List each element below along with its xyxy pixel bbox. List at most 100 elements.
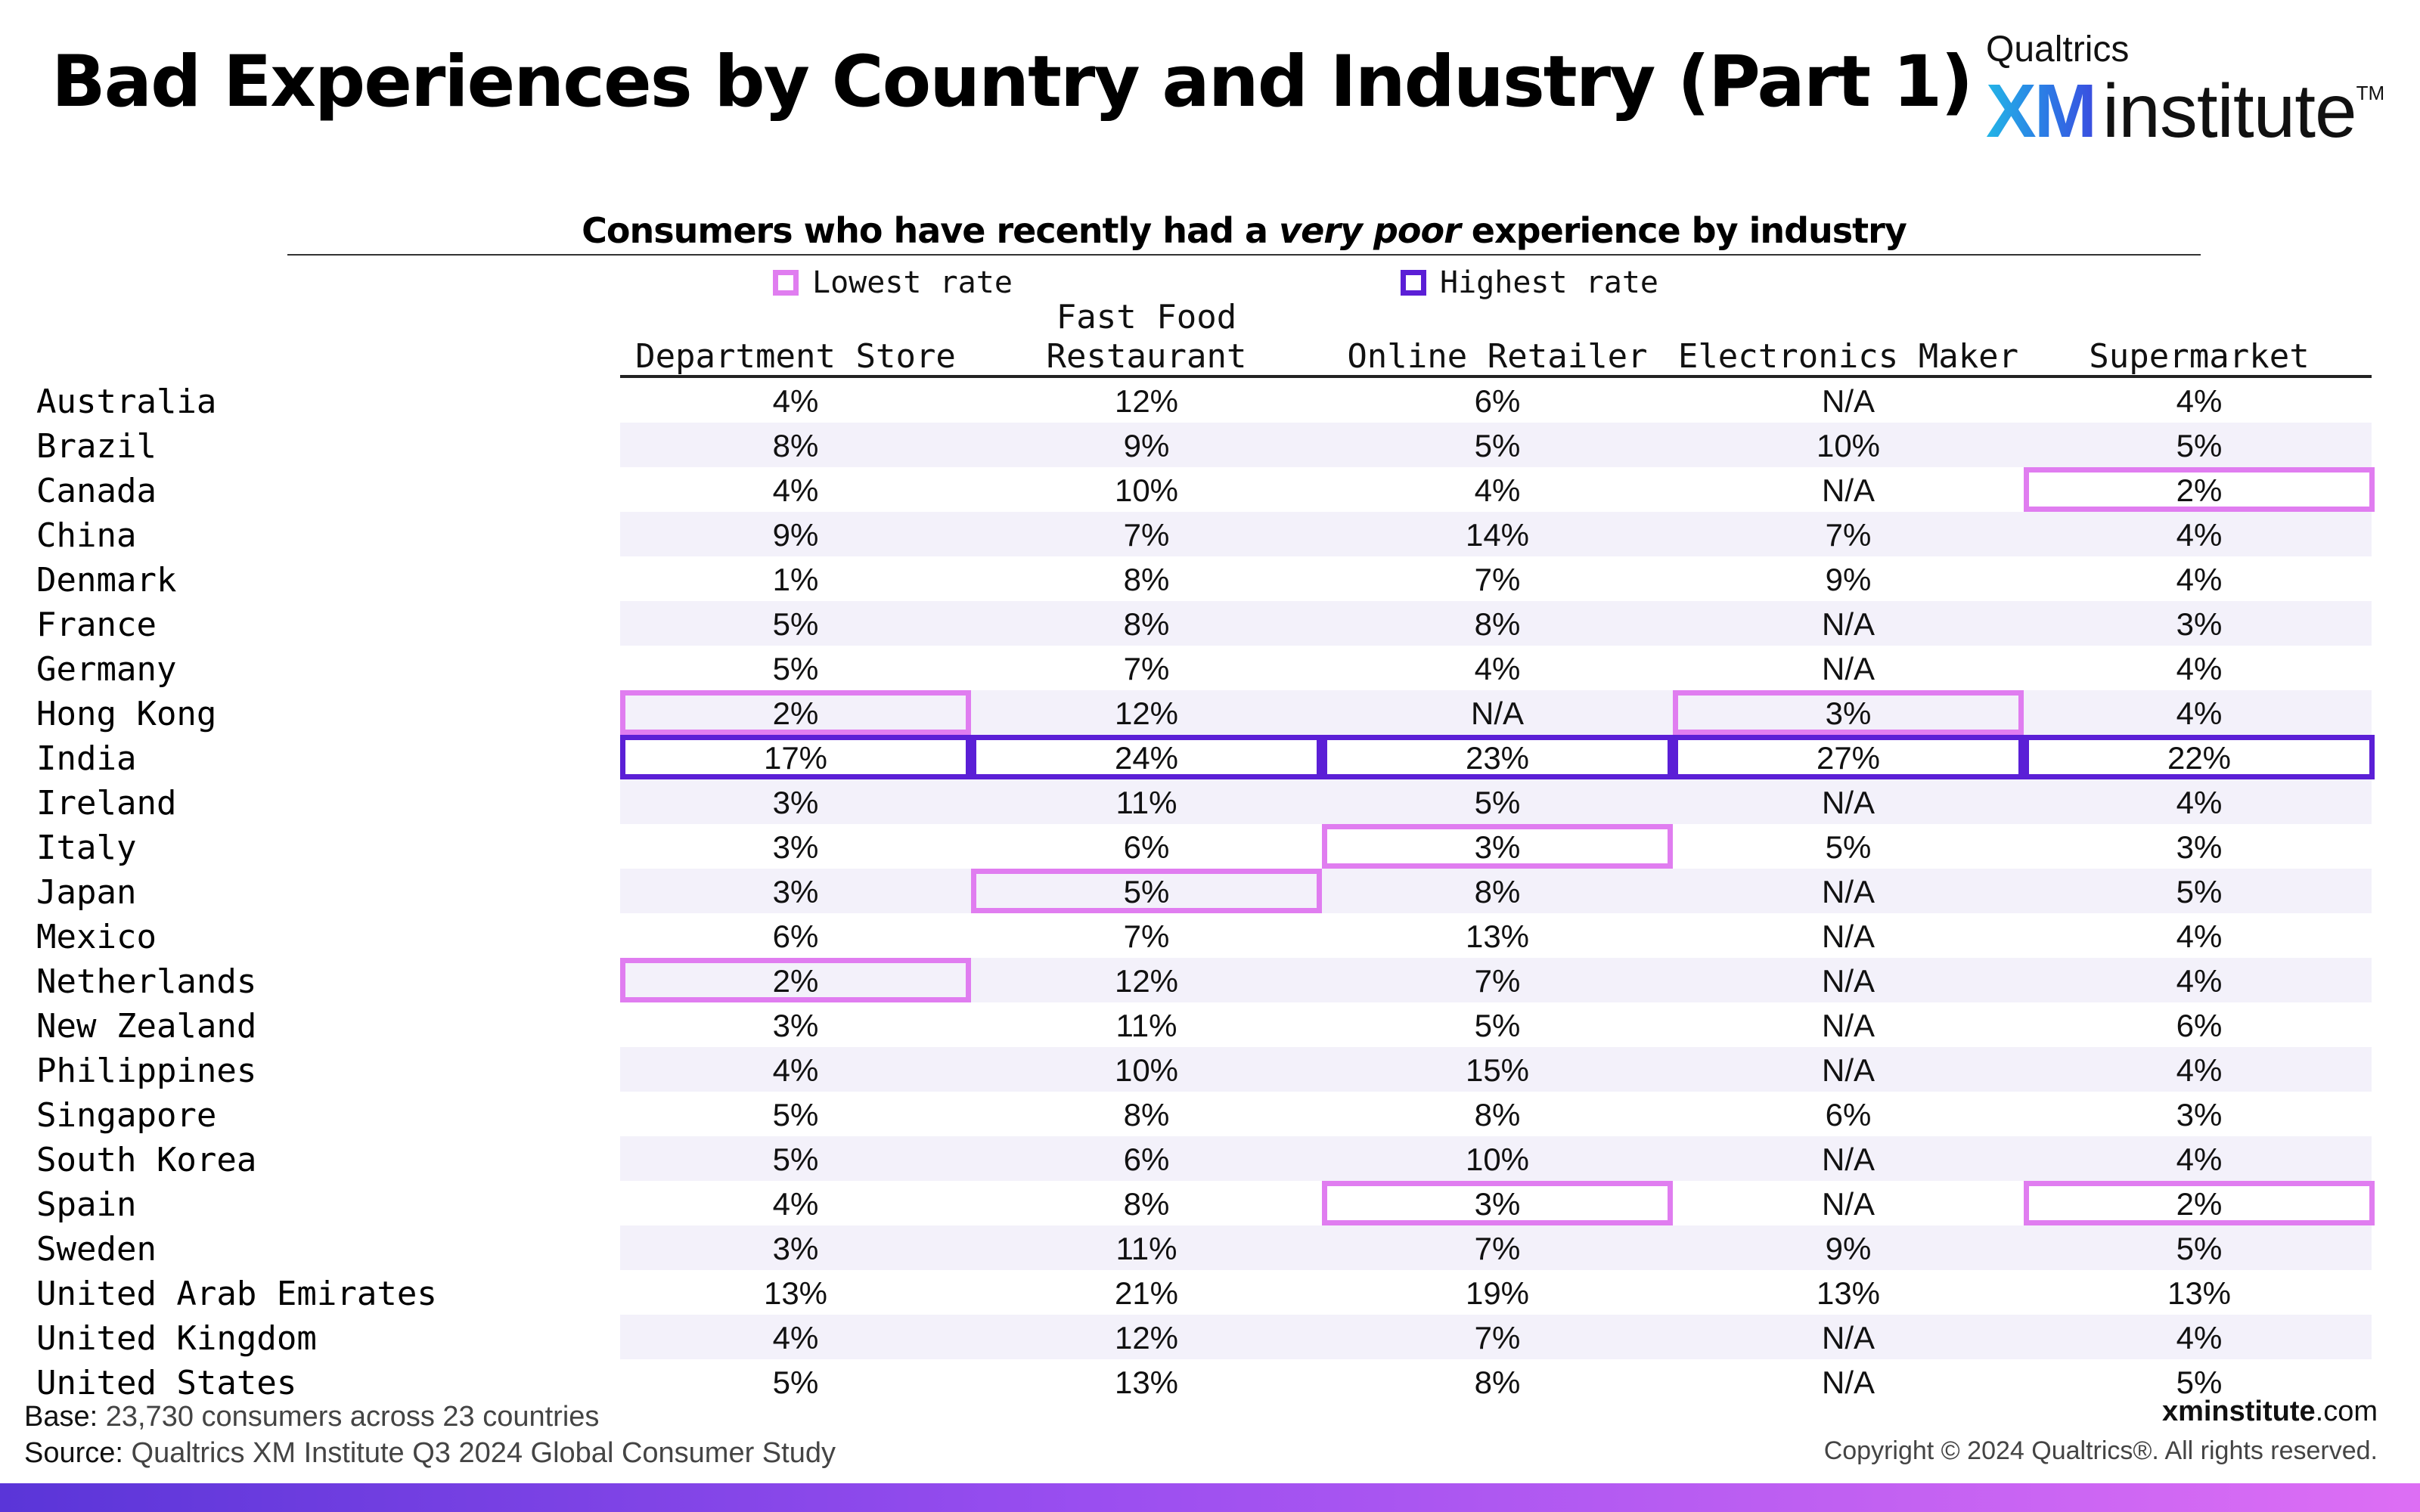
value-cell: 5% xyxy=(772,606,819,642)
value-cell: 4% xyxy=(2176,919,2223,954)
legend-highest-swatch-icon xyxy=(1401,270,1426,296)
table-row: Italy 3% 6% 3% 5% 3% xyxy=(0,824,2420,869)
value-cell: 5% xyxy=(772,1097,819,1132)
country-label: France xyxy=(36,606,157,644)
table-row: United States 5% 13% 8% N/A 5% xyxy=(0,1359,2420,1404)
value-cell: 13% xyxy=(763,1275,828,1311)
value-cell: 13% xyxy=(1816,1275,1881,1311)
table-row: Brazil 8% 9% 5% 10% 5% xyxy=(0,423,2420,467)
xm-institute-logo: Qualtrics XM instituteTM xyxy=(1986,29,2394,153)
value-cell: 4% xyxy=(772,1320,819,1356)
value-cell: 8% xyxy=(1474,606,1521,642)
country-label: Australia xyxy=(36,383,217,421)
value-cell: 5% xyxy=(2176,874,2223,909)
value-cell: 4% xyxy=(2176,785,2223,820)
value-cell-highest: 17% xyxy=(620,735,971,779)
value-cell: 12% xyxy=(1114,383,1179,419)
value-cell: 10% xyxy=(1816,428,1881,463)
value-cell: 5% xyxy=(1474,785,1521,820)
value-cell: N/A xyxy=(1821,1008,1875,1043)
legend-lowest-swatch-icon xyxy=(773,270,799,296)
value-cell: 4% xyxy=(2176,1142,2223,1177)
country-label: Hong Kong xyxy=(36,695,217,733)
value-cell: 8% xyxy=(1123,1186,1170,1222)
column-header: Fast Food Restaurant xyxy=(971,292,1322,376)
table-row: South Korea 5% 6% 10% N/A 4% xyxy=(0,1136,2420,1181)
value-cell: 8% xyxy=(1474,1365,1521,1400)
bottom-gradient-bar xyxy=(0,1483,2420,1512)
value-cell: N/A xyxy=(1821,785,1875,820)
value-cell-lowest: 3% xyxy=(1322,1181,1673,1225)
value-cell: 11% xyxy=(1115,1008,1177,1043)
country-label: Germany xyxy=(36,650,177,689)
country-label: United Kingdom xyxy=(36,1319,317,1358)
country-label: Brazil xyxy=(36,427,157,466)
country-label: South Korea xyxy=(36,1141,257,1179)
value-cell-highest: 27% xyxy=(1673,735,2024,779)
column-header: Online Retailer xyxy=(1322,292,1673,376)
row-stripe xyxy=(620,1315,2372,1359)
value-cell: 13% xyxy=(2167,1275,2232,1311)
logo-brand-text: Qualtrics xyxy=(1986,29,2130,70)
country-label: Philippines xyxy=(36,1052,257,1090)
value-cell-lowest: 5% xyxy=(971,869,1322,913)
page-title: Bad Experiences by Country and Industry … xyxy=(51,41,1973,123)
table-row: India 17% 24% 23% 27% 22% xyxy=(0,735,2420,779)
footer-site-bold: xminstitute xyxy=(2161,1396,2316,1427)
value-cell: 4% xyxy=(2176,517,2223,553)
value-cell: 4% xyxy=(2176,1052,2223,1088)
value-cell: 4% xyxy=(1474,651,1521,686)
footer-notes: Base: 23,730 consumers across 23 countri… xyxy=(24,1399,836,1471)
value-cell: N/A xyxy=(1470,696,1524,731)
value-cell: 7% xyxy=(1474,963,1521,999)
footer-copyright: Copyright © 2024 Qualtrics®. All rights … xyxy=(1823,1436,2378,1465)
value-cell-lowest: 2% xyxy=(2024,467,2375,512)
footer-source-label: Source: xyxy=(24,1437,123,1469)
value-cell: 12% xyxy=(1114,696,1179,731)
value-cell: 8% xyxy=(1123,562,1170,597)
row-stripe xyxy=(620,869,2372,913)
value-cell: 4% xyxy=(772,383,819,419)
table-row: Japan 3% 5% 8% N/A 5% xyxy=(0,869,2420,913)
legend-lowest: Lowest rate xyxy=(773,265,1013,301)
column-header-line: Online Retailer xyxy=(1347,337,1648,376)
value-cell: N/A xyxy=(1821,874,1875,909)
value-cell: 4% xyxy=(2176,1320,2223,1356)
footer-source: Source: Qualtrics XM Institute Q3 2024 G… xyxy=(24,1435,836,1471)
value-cell: 5% xyxy=(1474,1008,1521,1043)
country-label: United Arab Emirates xyxy=(36,1275,437,1313)
table-row: Mexico 6% 7% 13% N/A 4% xyxy=(0,913,2420,958)
value-cell: 4% xyxy=(1474,472,1521,508)
value-cell-lowest: 3% xyxy=(1673,690,2024,735)
row-stripe xyxy=(620,779,2372,824)
value-cell: 12% xyxy=(1114,1320,1179,1356)
value-cell: 7% xyxy=(1123,919,1170,954)
value-cell: 14% xyxy=(1465,517,1530,553)
value-cell: 8% xyxy=(1123,606,1170,642)
country-label: Spain xyxy=(36,1185,137,1224)
row-stripe xyxy=(620,512,2372,556)
country-label: Mexico xyxy=(36,918,157,956)
value-cell: 4% xyxy=(772,472,819,508)
table-row: United Kingdom 4% 12% 7% N/A 4% xyxy=(0,1315,2420,1359)
value-cell: 4% xyxy=(772,1052,819,1088)
table-row: New Zealand 3% 11% 5% N/A 6% xyxy=(0,1002,2420,1047)
table-row: Sweden 3% 11% 7% 9% 5% xyxy=(0,1225,2420,1270)
value-cell-highest: 24% xyxy=(971,735,1322,779)
value-cell: N/A xyxy=(1821,606,1875,642)
row-stripe xyxy=(620,958,2372,1002)
footer-website[interactable]: xminstitute.com xyxy=(2162,1396,2378,1428)
country-label: New Zealand xyxy=(36,1007,257,1046)
value-cell: N/A xyxy=(1821,383,1875,419)
table-row: Australia 4% 12% 6% N/A 4% xyxy=(0,378,2420,423)
value-cell: 7% xyxy=(1474,562,1521,597)
legend-highest: Highest rate xyxy=(1401,265,1658,301)
value-cell: N/A xyxy=(1821,1186,1875,1222)
table-row: Germany 5% 7% 4% N/A 4% xyxy=(0,646,2420,690)
table-row: Ireland 3% 11% 5% N/A 4% xyxy=(0,779,2420,824)
country-label: China xyxy=(36,516,137,555)
table-row: Spain 4% 8% 3% N/A 2% xyxy=(0,1181,2420,1225)
value-cell: 6% xyxy=(1825,1097,1872,1132)
value-cell-lowest: 2% xyxy=(620,958,971,1002)
value-cell: 15% xyxy=(1465,1052,1530,1088)
